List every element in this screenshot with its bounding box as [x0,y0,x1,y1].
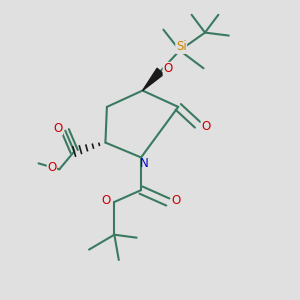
Text: O: O [101,194,111,207]
Text: N: N [140,158,148,170]
Text: O: O [172,194,181,207]
Text: Si: Si [176,40,187,53]
Text: O: O [201,120,211,133]
Text: O: O [47,161,56,174]
Text: O: O [163,62,172,75]
Polygon shape [142,68,164,91]
Text: O: O [53,122,62,135]
